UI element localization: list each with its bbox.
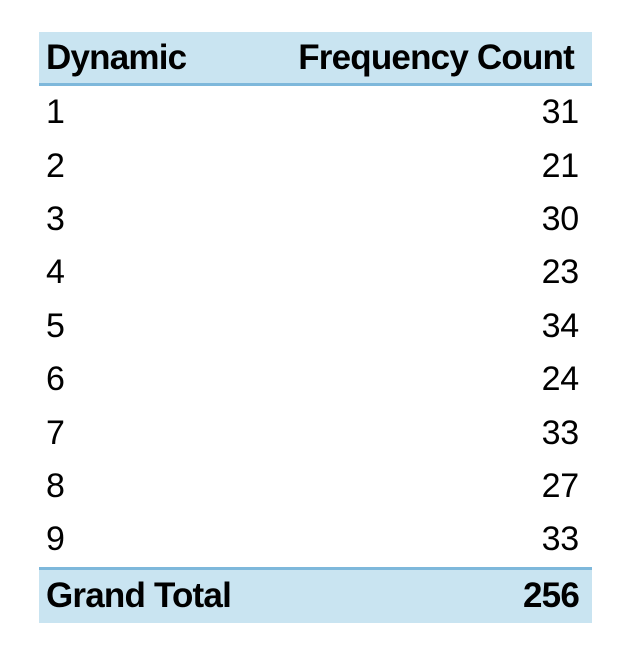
table-row: 1 31 (39, 86, 592, 139)
row-label[interactable]: 6 (46, 360, 65, 399)
value-header[interactable]: Frequency Count (298, 37, 575, 77)
table-row: 2 21 (39, 139, 592, 192)
table-row: 6 24 (39, 353, 592, 406)
table-row: 8 27 (39, 460, 592, 513)
row-value[interactable]: 31 (541, 93, 580, 132)
row-label[interactable]: 2 (46, 146, 65, 185)
table-row: 9 33 (39, 513, 592, 566)
row-label[interactable]: 9 (46, 520, 65, 559)
grand-total-value[interactable]: 256 (523, 576, 580, 616)
row-label[interactable]: 7 (46, 413, 65, 452)
table-row: 7 33 (39, 406, 592, 459)
grand-total-label[interactable]: Grand Total (46, 576, 232, 616)
table-row: 5 34 (39, 300, 592, 353)
pivot-table: Dynamic Frequency Count 1 31 2 21 3 30 4… (39, 32, 592, 623)
row-value[interactable]: 33 (541, 413, 580, 452)
row-value[interactable]: 34 (541, 306, 580, 345)
row-value[interactable]: 27 (541, 466, 580, 505)
row-label[interactable]: 4 (46, 253, 65, 292)
row-value[interactable]: 30 (541, 199, 580, 238)
row-label[interactable]: 3 (46, 199, 65, 238)
row-label[interactable]: 8 (46, 466, 65, 505)
row-label[interactable]: 5 (46, 306, 65, 345)
row-label[interactable]: 1 (46, 93, 65, 132)
table-row: 4 23 (39, 246, 592, 299)
row-value[interactable]: 21 (541, 146, 580, 185)
row-value[interactable]: 23 (541, 253, 580, 292)
grand-total-row: Grand Total 256 (39, 566, 592, 623)
header-row: Dynamic Frequency Count (39, 32, 592, 86)
table-row: 3 30 (39, 193, 592, 246)
row-value[interactable]: 33 (541, 520, 580, 559)
row-label-header[interactable]: Dynamic (46, 37, 187, 77)
row-value[interactable]: 24 (541, 360, 580, 399)
